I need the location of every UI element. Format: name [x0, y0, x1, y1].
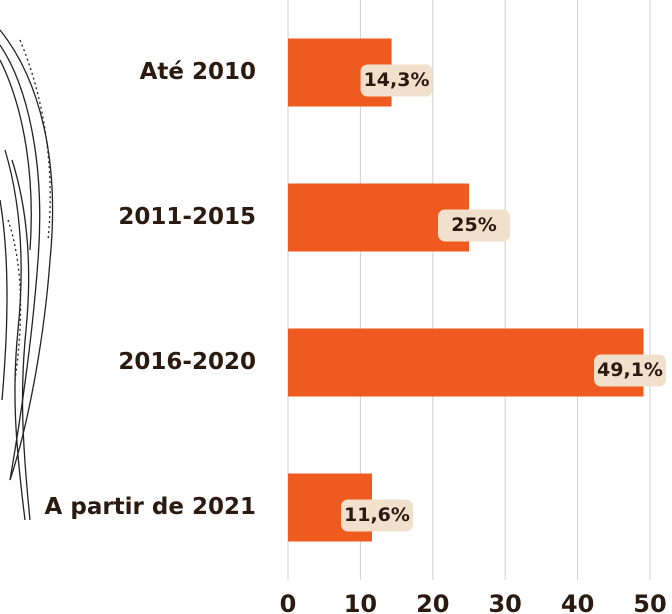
- x-tick-label: 10: [344, 590, 377, 614]
- value-label: 49,1%: [597, 359, 663, 381]
- page: {"chart_data": {"type": "bar", "orientat…: [0, 0, 672, 614]
- value-label: 25%: [451, 214, 496, 236]
- x-tick-label: 40: [561, 590, 594, 614]
- y-tick-label: Até 2010: [140, 59, 256, 85]
- x-tick-label: 20: [416, 590, 449, 614]
- leaf-illustration: [0, 30, 53, 520]
- value-label: 14,3%: [364, 69, 430, 91]
- x-tick-label: 30: [488, 590, 521, 614]
- chart: 0 10 20 30 40 50 Até 2010 14,3% 2011-2015 25% 2016…: [0, 0, 672, 614]
- x-tick-label: 0: [280, 590, 297, 614]
- x-tick-label: 50: [633, 590, 666, 614]
- y-tick-label: 2016-2020: [118, 349, 256, 375]
- y-tick-label: 2011-2015: [118, 204, 256, 230]
- y-tick-label: A partir de 2021: [45, 494, 256, 520]
- bar: [288, 329, 643, 397]
- value-label: 11,6%: [344, 504, 410, 526]
